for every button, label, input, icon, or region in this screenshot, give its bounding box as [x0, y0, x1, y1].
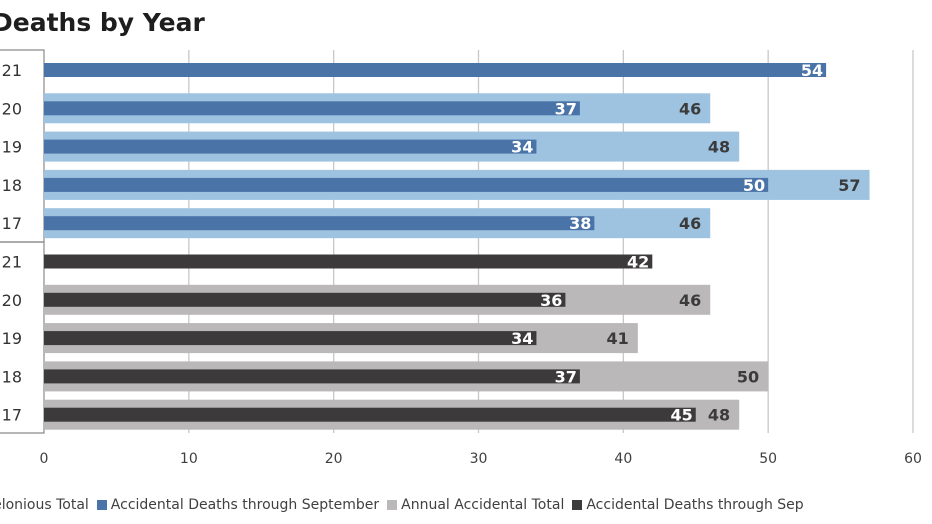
data-label-felonious-september-21: 54	[801, 61, 823, 80]
legend-label: Accidental Deaths through September	[110, 497, 380, 513]
data-label-accidental-annual-17: 48	[708, 406, 730, 425]
legend-item: Accidental Deaths through Sep	[572, 497, 804, 513]
legend-swatch	[96, 500, 107, 510]
bar-accidental-september-18	[44, 369, 580, 384]
category-label-accidental-17: 17	[2, 406, 22, 425]
category-label-felonious-17: 17	[2, 214, 22, 233]
data-label-accidental-september-21: 42	[627, 253, 649, 272]
data-label-accidental-september-20: 36	[540, 291, 562, 310]
category-label-felonious-19: 19	[2, 138, 22, 157]
bar-felonious-september-18	[44, 177, 769, 192]
data-label-felonious-september-18: 50	[743, 176, 765, 195]
legend-label: Annual Accidental Total	[401, 497, 565, 513]
data-label-felonious-september-17: 38	[569, 214, 591, 233]
legend-item: Accidental Deaths through September	[96, 497, 380, 513]
legend-item: Annual Accidental Total	[387, 497, 564, 513]
data-label-accidental-annual-19: 41	[607, 329, 629, 348]
x-tick-label-30: 30	[470, 451, 488, 467]
bar-accidental-september-19	[44, 331, 537, 346]
bar-accidental-september-20	[44, 292, 566, 307]
category-label-felonious-21: 21	[2, 61, 22, 80]
data-label-accidental-september-18: 37	[555, 367, 577, 386]
category-label-accidental-19: 19	[2, 329, 22, 348]
legend-label: Accidental Deaths through Sep	[586, 497, 804, 513]
bars	[44, 63, 870, 430]
bar-felonious-september-20	[44, 101, 580, 116]
category-label-accidental-20: 20	[2, 291, 22, 310]
data-label-felonious-annual-18: 57	[838, 176, 860, 195]
x-tick-label-10: 10	[180, 451, 198, 467]
legend-swatch	[387, 500, 398, 510]
bar-felonious-september-21	[44, 63, 827, 77]
x-tick-label-60: 60	[904, 451, 922, 467]
x-tick-label-0: 0	[40, 451, 49, 467]
category-label-felonious-20: 20	[2, 99, 22, 118]
data-label-felonious-september-19: 34	[511, 138, 533, 157]
x-tick-label-50: 50	[759, 451, 777, 467]
data-label-accidental-annual-18: 50	[737, 367, 759, 386]
legend-swatch	[572, 500, 583, 510]
category-label-accidental-21: 21	[2, 253, 22, 272]
data-label-felonious-september-20: 37	[555, 99, 577, 118]
category-label-accidental-18: 18	[2, 367, 22, 386]
data-label-accidental-annual-20: 46	[679, 291, 701, 310]
category-label-felonious-18: 18	[2, 176, 22, 195]
data-label-felonious-annual-19: 48	[708, 138, 730, 157]
legend-item: ual Felonious Total	[0, 497, 89, 513]
bar-felonious-september-19	[44, 139, 537, 154]
x-tick-label-20: 20	[325, 451, 343, 467]
x-axis-tick-labels: 0 10 20 30 40 50 60	[40, 451, 922, 467]
bar-felonious-september-17	[44, 216, 595, 231]
legend: ual Felonious Total Accidental Deaths thr…	[0, 497, 932, 513]
data-label-accidental-september-17: 45	[670, 406, 692, 425]
bar-accidental-september-17	[44, 407, 696, 422]
x-tick-label-40: 40	[614, 451, 632, 467]
data-label-felonious-annual-20: 46	[679, 99, 701, 118]
chart-title: Deaths by Year	[0, 8, 205, 37]
legend-items: ual Felonious Total Accidental Deaths thr…	[0, 497, 812, 513]
data-label-accidental-september-19: 34	[511, 329, 533, 348]
category-labels: 21 20 19 18 17 21 20 19 18 17	[2, 61, 22, 425]
data-label-felonious-annual-17: 46	[679, 214, 701, 233]
data-labels: 54 46 37 48 34 57 50 46 38 42 46 36 41 34 50 37 48 45	[511, 61, 860, 425]
bar-accidental-september-21	[44, 254, 653, 269]
legend-label: ual Felonious Total	[0, 497, 89, 513]
